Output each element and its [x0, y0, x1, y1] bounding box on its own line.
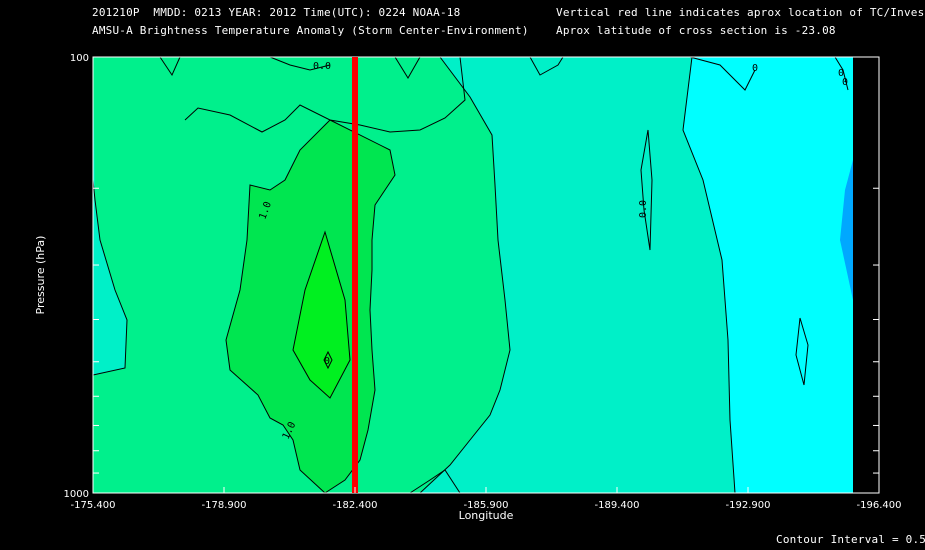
contour-lines: [92, 56, 849, 494]
contour-label: 0.0: [313, 61, 331, 72]
x-axis-title: Longitude: [459, 509, 514, 522]
tc-location-line: [352, 57, 358, 493]
x-axis: -175.400 -178.900 -182.400 -185.900 -189.400…: [71, 487, 902, 511]
y-axis-title: Pressure (hPa): [34, 236, 47, 315]
contour-label: 0: [838, 68, 844, 79]
y-axis: 100 1000: [64, 53, 879, 500]
x-tick-label: -175.400: [71, 500, 116, 511]
region-blue: [840, 160, 853, 300]
region-cyan: [683, 57, 853, 493]
region-green-inner: [293, 232, 350, 398]
x-tick-label: -192.900: [726, 500, 771, 511]
header-line1-right: Vertical red line indicates aprox locati…: [556, 6, 925, 19]
contour-label: 0.0: [638, 200, 649, 218]
contour-label: 0: [324, 356, 330, 367]
x-tick-label: -182.400: [333, 500, 378, 511]
y-tick-label: 1000: [64, 489, 89, 500]
x-tick-label: -178.900: [202, 500, 247, 511]
header-line1-left: 201210P MMDD: 0213 YEAR: 2012 Time(UTC):…: [92, 6, 461, 19]
contour-label-group: 0.0 1.0 0.0 0 0 0 0 1.0: [257, 61, 848, 441]
header-line2-right: Aprox latitude of cross section is -23.0…: [556, 24, 836, 37]
contour-label: 0: [752, 63, 758, 74]
x-tick-label: -189.400: [595, 500, 640, 511]
contour-fills: [93, 57, 853, 493]
contour-interval-label: Contour Interval = 0.5K: [776, 533, 925, 546]
contour-label: 0: [842, 77, 848, 88]
x-tick-label: -196.400: [857, 500, 902, 511]
y-tick-label: 100: [70, 53, 89, 64]
x-tick-label: -185.900: [464, 500, 509, 511]
header-line2-left: AMSU-A Brightness Temperature Anomaly (S…: [92, 24, 529, 37]
